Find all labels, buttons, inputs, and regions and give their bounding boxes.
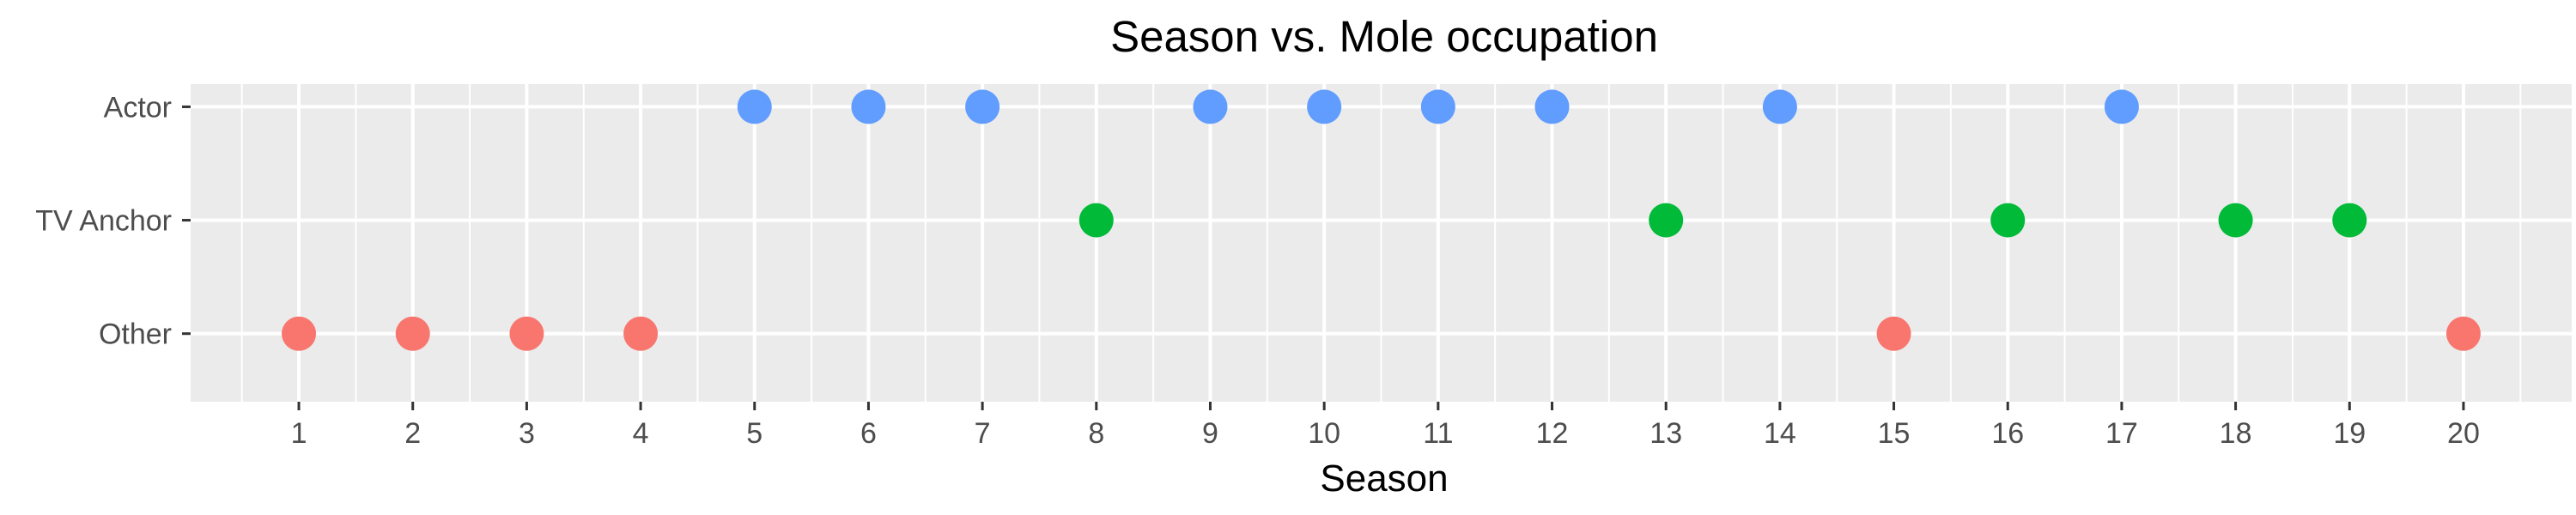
data-point	[1990, 203, 2026, 238]
data-point	[1420, 89, 1455, 124]
data-point	[1078, 203, 1114, 238]
y-tick-label: Actor	[104, 91, 172, 124]
x-tick-label: 2	[404, 417, 421, 450]
data-point	[2445, 316, 2481, 351]
data-point	[851, 89, 886, 124]
data-point	[1762, 89, 1797, 124]
x-tick-label: 8	[1088, 417, 1104, 450]
data-point	[623, 316, 659, 351]
x-tick-label: 14	[1764, 417, 1796, 450]
data-point	[395, 316, 430, 351]
data-point	[509, 316, 544, 351]
x-tick-label: 10	[1308, 417, 1340, 450]
x-tick-label: 9	[1202, 417, 1218, 450]
data-points	[282, 89, 2481, 351]
data-point	[2104, 89, 2139, 124]
x-tick-label: 19	[2333, 417, 2366, 450]
x-tick-label: 18	[2220, 417, 2252, 450]
y-tick-label: Other	[99, 318, 172, 351]
data-point	[282, 316, 317, 351]
data-point	[1534, 89, 1570, 124]
x-tick-label: 7	[975, 417, 991, 450]
x-axis: 1 2 3 4 5 6 7 8 9 10 11 12 13 14 15 16 17 18 19 20	[291, 402, 2480, 450]
x-tick-label: 20	[2447, 417, 2480, 450]
data-point	[1307, 89, 1342, 124]
x-tick-label: 3	[519, 417, 535, 450]
x-tick-label: 6	[860, 417, 877, 450]
x-tick-label: 5	[746, 417, 762, 450]
data-point	[2218, 203, 2253, 238]
data-point	[1649, 203, 1684, 238]
y-axis: Other TV Anchor Actor	[35, 91, 191, 351]
x-tick-label: 11	[1423, 417, 1453, 450]
data-point	[965, 89, 1000, 124]
x-tick-label: 15	[1878, 417, 1911, 450]
x-axis-title: Season	[1320, 457, 1448, 500]
data-point	[1193, 89, 1228, 124]
x-tick-label: 13	[1649, 417, 1682, 450]
data-point	[2332, 203, 2367, 238]
x-tick-label: 17	[2105, 417, 2138, 450]
data-point	[737, 89, 772, 124]
x-tick-label: 1	[291, 417, 307, 450]
y-tick-label: TV Anchor	[35, 205, 172, 238]
x-tick-label: 16	[1991, 417, 2024, 450]
x-tick-label: 4	[633, 417, 649, 450]
chart-title: Season vs. Mole occupation	[1110, 12, 1658, 61]
x-tick-label: 12	[1536, 417, 1569, 450]
data-point	[1876, 316, 1911, 351]
minor-gridlines	[240, 84, 2522, 402]
